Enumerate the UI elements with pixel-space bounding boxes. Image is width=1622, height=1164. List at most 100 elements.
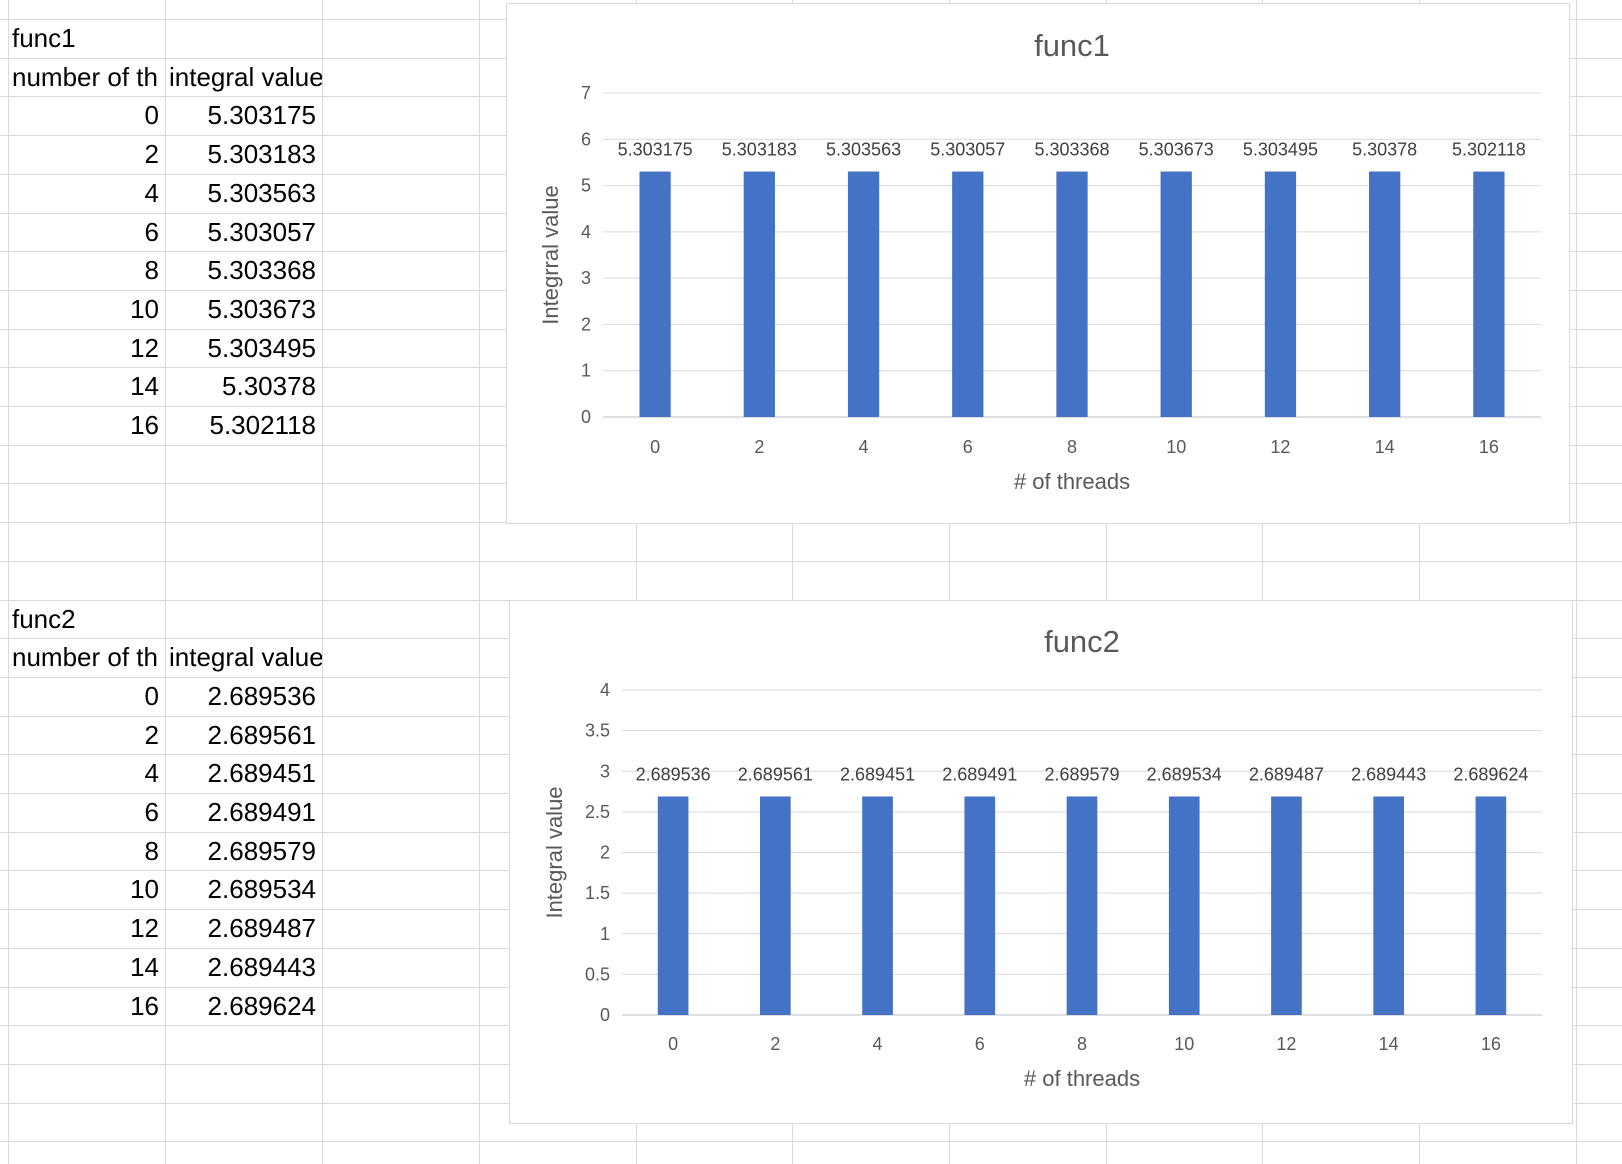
thread-count-cell[interactable]: 10: [130, 874, 159, 904]
integral-value-cell[interactable]: 5.303183: [207, 139, 316, 169]
y-tick-label: 0: [600, 1005, 610, 1025]
column-gridline: [1262, 0, 1263, 1164]
y-tick-label: 2.5: [585, 802, 610, 822]
x-tick-label: 2: [770, 1034, 780, 1054]
table-title-cell[interactable]: func2: [12, 604, 76, 634]
thread-count-cell[interactable]: 8: [144, 255, 159, 285]
bar[interactable]: [743, 171, 775, 417]
column-gridline: [792, 0, 793, 1164]
data-label: 2.689491: [942, 764, 1017, 784]
thread-count-cell[interactable]: 10: [130, 294, 159, 324]
integral-value-cell[interactable]: 5.30378: [222, 371, 316, 401]
integral-value-cell[interactable]: 5.303563: [207, 178, 316, 208]
header-cell-integral[interactable]: integral value: [169, 642, 322, 672]
thread-count-cell[interactable]: 0: [144, 681, 159, 711]
bar[interactable]: [862, 796, 893, 1015]
bar[interactable]: [1271, 796, 1302, 1015]
bar[interactable]: [1473, 171, 1505, 417]
chart-svg: func2 0 0.5 1 1.5 2 2.5 3 3.5 4 2.689536 0 2.689561 2…: [542, 624, 1542, 1091]
chart-func2[interactable]: func2 0 0.5 1 1.5 2 2.5 3 3.5 4 2.689536 0 2.689561 2…: [509, 600, 1573, 1124]
integral-value-cell[interactable]: 2.689624: [207, 991, 316, 1021]
y-tick-label: 1: [600, 924, 610, 944]
integral-value-cell[interactable]: 5.303175: [207, 100, 316, 130]
integral-value-cell[interactable]: 2.689536: [207, 681, 316, 711]
thread-count-cell[interactable]: 2: [144, 720, 159, 750]
integral-value-cell[interactable]: 5.302118: [209, 410, 316, 440]
bar[interactable]: [952, 171, 984, 417]
data-label: 5.303495: [1243, 140, 1318, 160]
bar[interactable]: [964, 796, 996, 1015]
y-tick-label: 5: [581, 176, 591, 196]
header-cell-threads[interactable]: number of th: [12, 62, 158, 92]
y-tick-label: 3: [600, 761, 610, 781]
bar[interactable]: [1369, 171, 1401, 417]
column-gridline: [949, 0, 950, 1164]
thread-count-cell[interactable]: 12: [130, 333, 159, 363]
data-label: 2.689561: [738, 764, 813, 784]
x-tick-label: 4: [873, 1034, 883, 1054]
data-label: 2.689534: [1147, 764, 1222, 784]
bar[interactable]: [760, 796, 791, 1015]
bar[interactable]: [639, 171, 671, 417]
bar[interactable]: [1056, 171, 1088, 417]
integral-value-cell[interactable]: 5.303057: [207, 217, 316, 247]
thread-count-cell[interactable]: 6: [144, 217, 159, 247]
integral-value-cell[interactable]: 2.689443: [207, 952, 316, 982]
x-tick-label: 2: [754, 437, 764, 457]
thread-count-cell[interactable]: 16: [130, 410, 159, 440]
thread-count-cell[interactable]: 4: [144, 758, 159, 788]
bar[interactable]: [657, 796, 689, 1015]
thread-count-cell[interactable]: 12: [130, 913, 159, 943]
y-tick-label: 6: [581, 129, 591, 149]
table-title-cell[interactable]: func1: [12, 23, 76, 53]
data-label: 5.303673: [1139, 140, 1214, 160]
integral-value-cell[interactable]: 5.303495: [207, 333, 316, 363]
bar[interactable]: [1160, 171, 1192, 417]
bar[interactable]: [1168, 796, 1200, 1015]
y-tick-label: 2: [581, 314, 591, 334]
data-label: 5.303175: [618, 140, 693, 160]
header-cell-integral[interactable]: integral value: [169, 62, 322, 92]
bar[interactable]: [1373, 796, 1404, 1015]
column-gridline: [322, 0, 323, 1164]
integral-value-cell[interactable]: 2.689534: [207, 874, 316, 904]
thread-count-cell[interactable]: 0: [144, 100, 159, 130]
x-tick-label: 12: [1270, 437, 1290, 457]
column-gridline: [1106, 0, 1107, 1164]
chart-title: func2: [1044, 624, 1120, 659]
integral-value-cell[interactable]: 5.303673: [207, 294, 316, 324]
thread-count-cell[interactable]: 4: [144, 178, 159, 208]
bar[interactable]: [847, 171, 880, 417]
x-tick-label: 10: [1166, 437, 1186, 457]
data-label: 5.303368: [1034, 140, 1109, 160]
y-tick-label: 7: [581, 83, 591, 103]
column-gridline: [1576, 0, 1577, 1164]
thread-count-cell[interactable]: 6: [144, 797, 159, 827]
x-tick-label: 8: [1077, 1034, 1087, 1054]
data-label: 2.689536: [636, 764, 711, 784]
integral-value-cell[interactable]: 2.689561: [207, 720, 316, 750]
thread-count-cell[interactable]: 2: [144, 139, 159, 169]
thread-count-cell[interactable]: 8: [144, 836, 159, 866]
row-gridline: [0, 561, 1622, 562]
integral-value-cell[interactable]: 2.689491: [207, 797, 316, 827]
thread-count-cell[interactable]: 14: [130, 371, 159, 401]
bar[interactable]: [1264, 171, 1297, 417]
header-cell-threads[interactable]: number of th: [12, 642, 158, 672]
integral-value-cell[interactable]: 5.303368: [207, 255, 316, 285]
integral-value-cell[interactable]: 2.689579: [207, 836, 316, 866]
column-gridline: [636, 0, 637, 1164]
data-label: 5.303183: [722, 140, 797, 160]
integral-value-cell[interactable]: 2.689487: [207, 913, 316, 943]
x-axis-label: # of threads: [1014, 469, 1130, 494]
integral-value-cell[interactable]: 2.689451: [207, 758, 316, 788]
thread-count-cell[interactable]: 16: [130, 991, 159, 1021]
thread-count-cell[interactable]: 14: [130, 952, 159, 982]
y-tick-label: 4: [581, 222, 591, 242]
bar[interactable]: [1066, 796, 1098, 1015]
bar[interactable]: [1475, 796, 1507, 1015]
x-tick-label: 16: [1479, 437, 1499, 457]
chart-func1[interactable]: func1 0 1 2 3 4 5 6 7 5.303175 0 5.303183 2 5.303563 4…: [506, 3, 1570, 524]
x-tick-label: 0: [650, 437, 660, 457]
y-tick-label: 0: [581, 407, 591, 427]
